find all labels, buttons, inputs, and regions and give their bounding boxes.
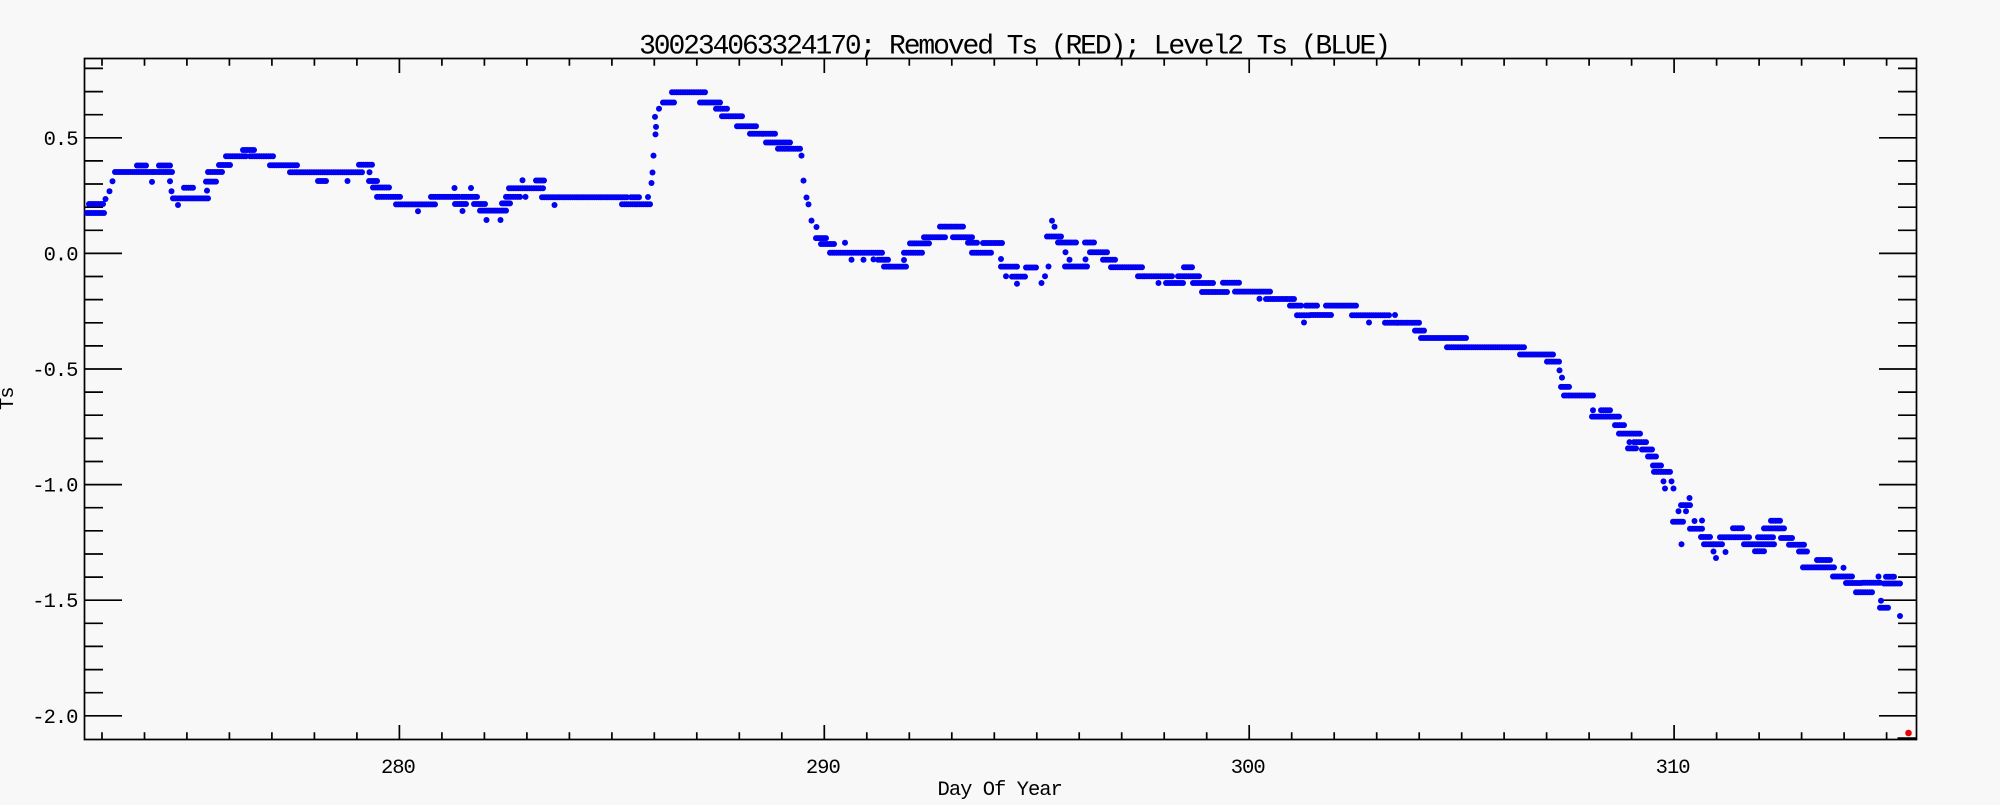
svg-text:280: 280 <box>381 757 416 780</box>
svg-text:Day Of Year: Day Of Year <box>938 779 1062 800</box>
svg-text:0.5: 0.5 <box>44 129 78 152</box>
svg-text:310: 310 <box>1656 757 1691 780</box>
svg-text:-1.0: -1.0 <box>32 476 78 499</box>
svg-text:-0.5: -0.5 <box>32 360 77 383</box>
svg-text:290: 290 <box>806 757 841 780</box>
svg-text:0.0: 0.0 <box>44 244 79 267</box>
svg-text:300: 300 <box>1231 757 1266 780</box>
svg-text:-1.5: -1.5 <box>32 591 77 614</box>
svg-text:300234063324170; Removed Ts (R: 300234063324170; Removed Ts (RED); Level… <box>639 32 1389 63</box>
svg-text:-2.0: -2.0 <box>32 707 78 730</box>
svg-text:Ts: Ts <box>0 387 20 410</box>
